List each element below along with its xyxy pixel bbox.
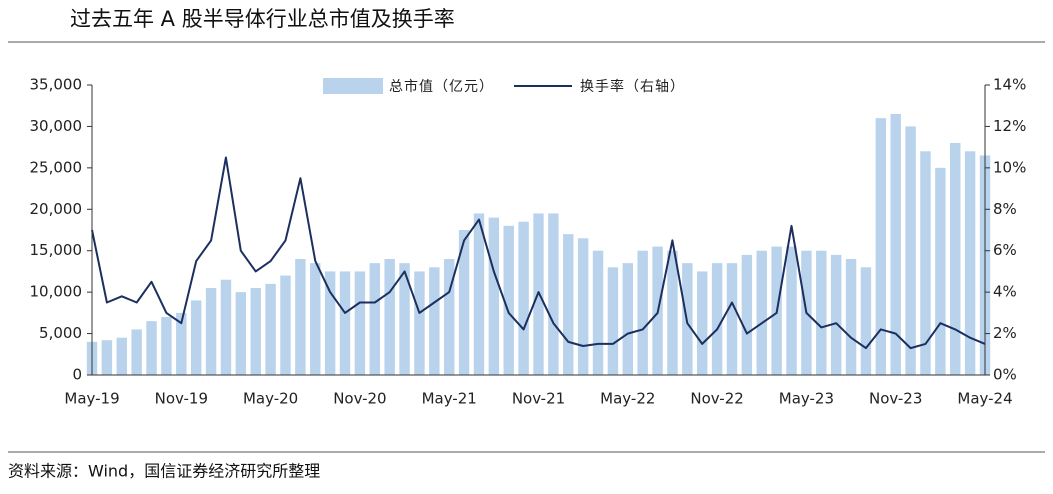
x-tick-label: May-22 — [600, 390, 655, 408]
bar — [190, 300, 202, 375]
bar — [295, 259, 306, 375]
y2-tick-label: 6% — [993, 241, 1017, 259]
chart-title: 过去五年 A 股半导体行业总市值及换手率 — [70, 7, 455, 31]
x-tick-label: May-19 — [64, 390, 119, 408]
bar — [890, 114, 901, 375]
bar — [101, 340, 113, 375]
bar — [458, 230, 470, 375]
bar — [205, 288, 217, 375]
bar — [161, 317, 172, 375]
bar — [786, 246, 797, 375]
x-tick-label: Nov-23 — [869, 390, 922, 408]
bar — [280, 275, 291, 375]
bar — [518, 221, 529, 375]
x-tick-label: May-20 — [243, 390, 298, 408]
bar — [830, 254, 842, 375]
bar — [399, 263, 410, 375]
y-tick-label: 0 — [72, 366, 82, 384]
line-series — [91, 156, 986, 350]
y-tick-label: 10,000 — [30, 283, 83, 301]
x-tick-label: May-24 — [957, 390, 1012, 408]
legend-label: 总市值（亿元） — [389, 78, 494, 95]
y2-tick-label: 10% — [993, 158, 1026, 176]
bar — [667, 250, 678, 375]
y2-tick-label: 0% — [993, 366, 1017, 384]
bar — [369, 263, 380, 375]
bar — [637, 250, 648, 375]
bar — [354, 271, 366, 375]
bar — [235, 292, 247, 375]
x-tick-label: May-21 — [422, 390, 477, 408]
bar — [310, 263, 321, 375]
bar — [592, 250, 604, 375]
y2-tick-label: 8% — [993, 200, 1017, 218]
x-tick-label: Nov-22 — [690, 390, 743, 408]
bar — [964, 151, 976, 375]
bar — [577, 238, 589, 375]
bar — [935, 167, 946, 375]
bar — [950, 143, 961, 375]
bar — [905, 126, 916, 375]
bar — [443, 259, 455, 375]
bar — [875, 118, 887, 376]
y-tick-label: 35,000 — [30, 76, 83, 94]
bar — [726, 263, 738, 375]
bar — [220, 279, 232, 375]
bar — [131, 329, 142, 375]
bar — [384, 259, 395, 375]
legend-label: 换手率（右轴） — [580, 78, 685, 95]
x-tick-label: May-23 — [779, 390, 834, 408]
bar — [414, 271, 425, 375]
x-tick-label: Nov-21 — [512, 390, 565, 408]
x-tick-label: Nov-19 — [155, 390, 208, 408]
bar — [488, 217, 500, 375]
y-tick-label: 25,000 — [30, 158, 83, 176]
source-note: 资料来源：Wind，国信证券经济研究所整理 — [8, 462, 320, 481]
bar — [756, 250, 767, 375]
x-tick-label: Nov-20 — [333, 390, 386, 408]
bar — [116, 337, 127, 375]
y2-tick-label: 14% — [993, 76, 1026, 94]
bar — [324, 271, 336, 375]
y-tick-label: 20,000 — [30, 200, 83, 218]
y-tick-label: 5,000 — [39, 324, 82, 342]
bar — [845, 259, 857, 375]
bar — [473, 213, 485, 375]
bar — [548, 213, 559, 375]
y2-tick-label: 2% — [993, 324, 1017, 342]
bar — [816, 250, 827, 375]
y2-tick-label: 4% — [993, 283, 1017, 301]
bar — [339, 271, 351, 375]
bar — [563, 234, 574, 375]
bar — [697, 271, 708, 375]
bar — [920, 151, 931, 375]
bar — [711, 263, 723, 375]
y2-tick-label: 12% — [993, 117, 1026, 135]
legend-swatch — [323, 78, 383, 94]
bar — [265, 283, 276, 375]
bar — [622, 263, 634, 375]
bar — [250, 288, 261, 375]
bar — [146, 321, 157, 375]
bar — [176, 312, 187, 375]
bar — [429, 267, 440, 375]
y-tick-label: 30,000 — [30, 117, 83, 135]
bar — [860, 267, 872, 375]
bar — [607, 267, 619, 375]
bar — [503, 225, 514, 375]
bar — [741, 254, 753, 375]
y-tick-label: 15,000 — [30, 241, 83, 259]
